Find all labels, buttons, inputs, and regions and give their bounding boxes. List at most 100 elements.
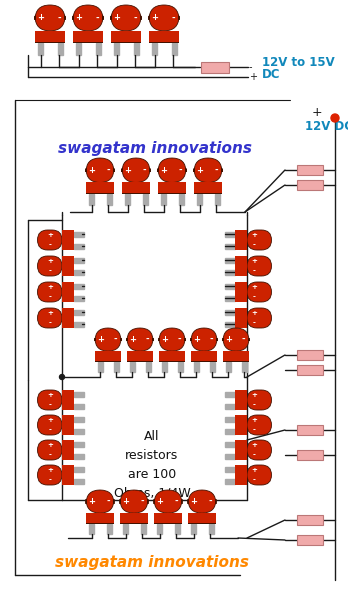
Bar <box>73 269 84 274</box>
Text: -: - <box>178 165 182 175</box>
Text: +: + <box>197 165 204 175</box>
FancyBboxPatch shape <box>86 490 114 513</box>
Bar <box>86 513 114 524</box>
Bar <box>236 230 247 250</box>
Text: -: - <box>253 320 256 326</box>
Bar <box>193 362 198 372</box>
Bar <box>134 43 139 55</box>
Bar <box>226 258 236 262</box>
Text: +: + <box>88 165 95 175</box>
Bar <box>226 310 236 314</box>
Bar <box>111 31 141 43</box>
Text: +: + <box>251 284 257 290</box>
Bar <box>226 232 236 236</box>
Text: +: + <box>47 467 53 473</box>
Bar <box>62 440 73 460</box>
Bar <box>297 425 323 435</box>
Text: -: - <box>106 165 110 175</box>
Text: +: + <box>47 392 53 398</box>
Text: +: + <box>312 106 322 119</box>
Text: swagatam innovations: swagatam innovations <box>55 556 249 570</box>
Bar <box>188 523 216 524</box>
Bar <box>95 361 121 362</box>
Text: +: + <box>47 284 53 290</box>
Text: +: + <box>190 497 198 506</box>
Text: -: - <box>253 452 256 458</box>
Bar <box>160 194 166 205</box>
Bar <box>62 230 73 250</box>
Text: +: + <box>97 335 104 344</box>
Bar <box>86 193 114 194</box>
Bar <box>73 417 84 421</box>
Text: swagatam innovations: swagatam innovations <box>58 141 252 155</box>
Text: +: + <box>47 258 53 264</box>
Circle shape <box>60 375 64 379</box>
Bar <box>174 524 180 534</box>
FancyBboxPatch shape <box>38 465 62 485</box>
Text: +: + <box>249 72 257 82</box>
Text: -: - <box>48 452 51 458</box>
Text: -: - <box>208 497 212 506</box>
FancyBboxPatch shape <box>38 256 62 276</box>
Bar <box>191 351 217 362</box>
Bar <box>209 362 214 372</box>
Text: +: + <box>113 14 120 22</box>
Bar <box>226 362 230 372</box>
Text: +: + <box>129 335 136 344</box>
Bar <box>62 282 73 302</box>
Bar <box>113 43 119 55</box>
Bar <box>158 193 186 194</box>
Bar <box>223 351 249 362</box>
Bar <box>141 524 145 534</box>
Text: -: - <box>140 497 144 506</box>
Bar <box>297 535 323 545</box>
Text: -: - <box>48 402 51 408</box>
Text: +: + <box>88 497 95 506</box>
Text: -: - <box>48 294 51 300</box>
Bar <box>226 284 236 288</box>
Bar <box>97 362 103 372</box>
Text: +: + <box>226 335 232 344</box>
Bar <box>194 193 222 194</box>
FancyBboxPatch shape <box>120 490 148 513</box>
Bar <box>62 390 73 410</box>
Bar <box>179 194 183 205</box>
Bar <box>73 453 84 459</box>
FancyBboxPatch shape <box>86 158 114 183</box>
Text: +: + <box>47 417 53 423</box>
Bar <box>297 450 323 460</box>
Bar <box>149 31 179 43</box>
Text: +: + <box>251 442 257 448</box>
Bar <box>236 390 247 410</box>
Bar <box>226 466 236 472</box>
Bar <box>226 322 236 326</box>
Bar <box>122 183 150 194</box>
Bar <box>194 183 222 194</box>
Bar <box>161 362 166 372</box>
Text: -: - <box>48 242 51 248</box>
Bar <box>73 243 84 248</box>
FancyBboxPatch shape <box>159 328 185 351</box>
Bar <box>226 428 236 434</box>
FancyBboxPatch shape <box>38 440 62 460</box>
Text: +: + <box>125 165 132 175</box>
Text: +: + <box>151 14 158 22</box>
Text: +: + <box>251 310 257 316</box>
FancyBboxPatch shape <box>38 415 62 435</box>
Text: 12V to 15V: 12V to 15V <box>262 57 335 70</box>
Text: +: + <box>251 258 257 264</box>
Bar <box>73 322 84 326</box>
FancyBboxPatch shape <box>149 5 179 31</box>
Bar <box>226 453 236 459</box>
Bar <box>223 361 249 362</box>
Bar <box>191 361 217 362</box>
Bar <box>122 193 150 194</box>
Bar <box>177 362 182 372</box>
Text: -: - <box>253 402 256 408</box>
Text: -: - <box>95 14 99 22</box>
FancyBboxPatch shape <box>247 256 271 276</box>
Text: -: - <box>133 14 137 22</box>
Bar <box>159 361 185 362</box>
FancyBboxPatch shape <box>95 328 121 351</box>
Text: -: - <box>48 477 51 483</box>
